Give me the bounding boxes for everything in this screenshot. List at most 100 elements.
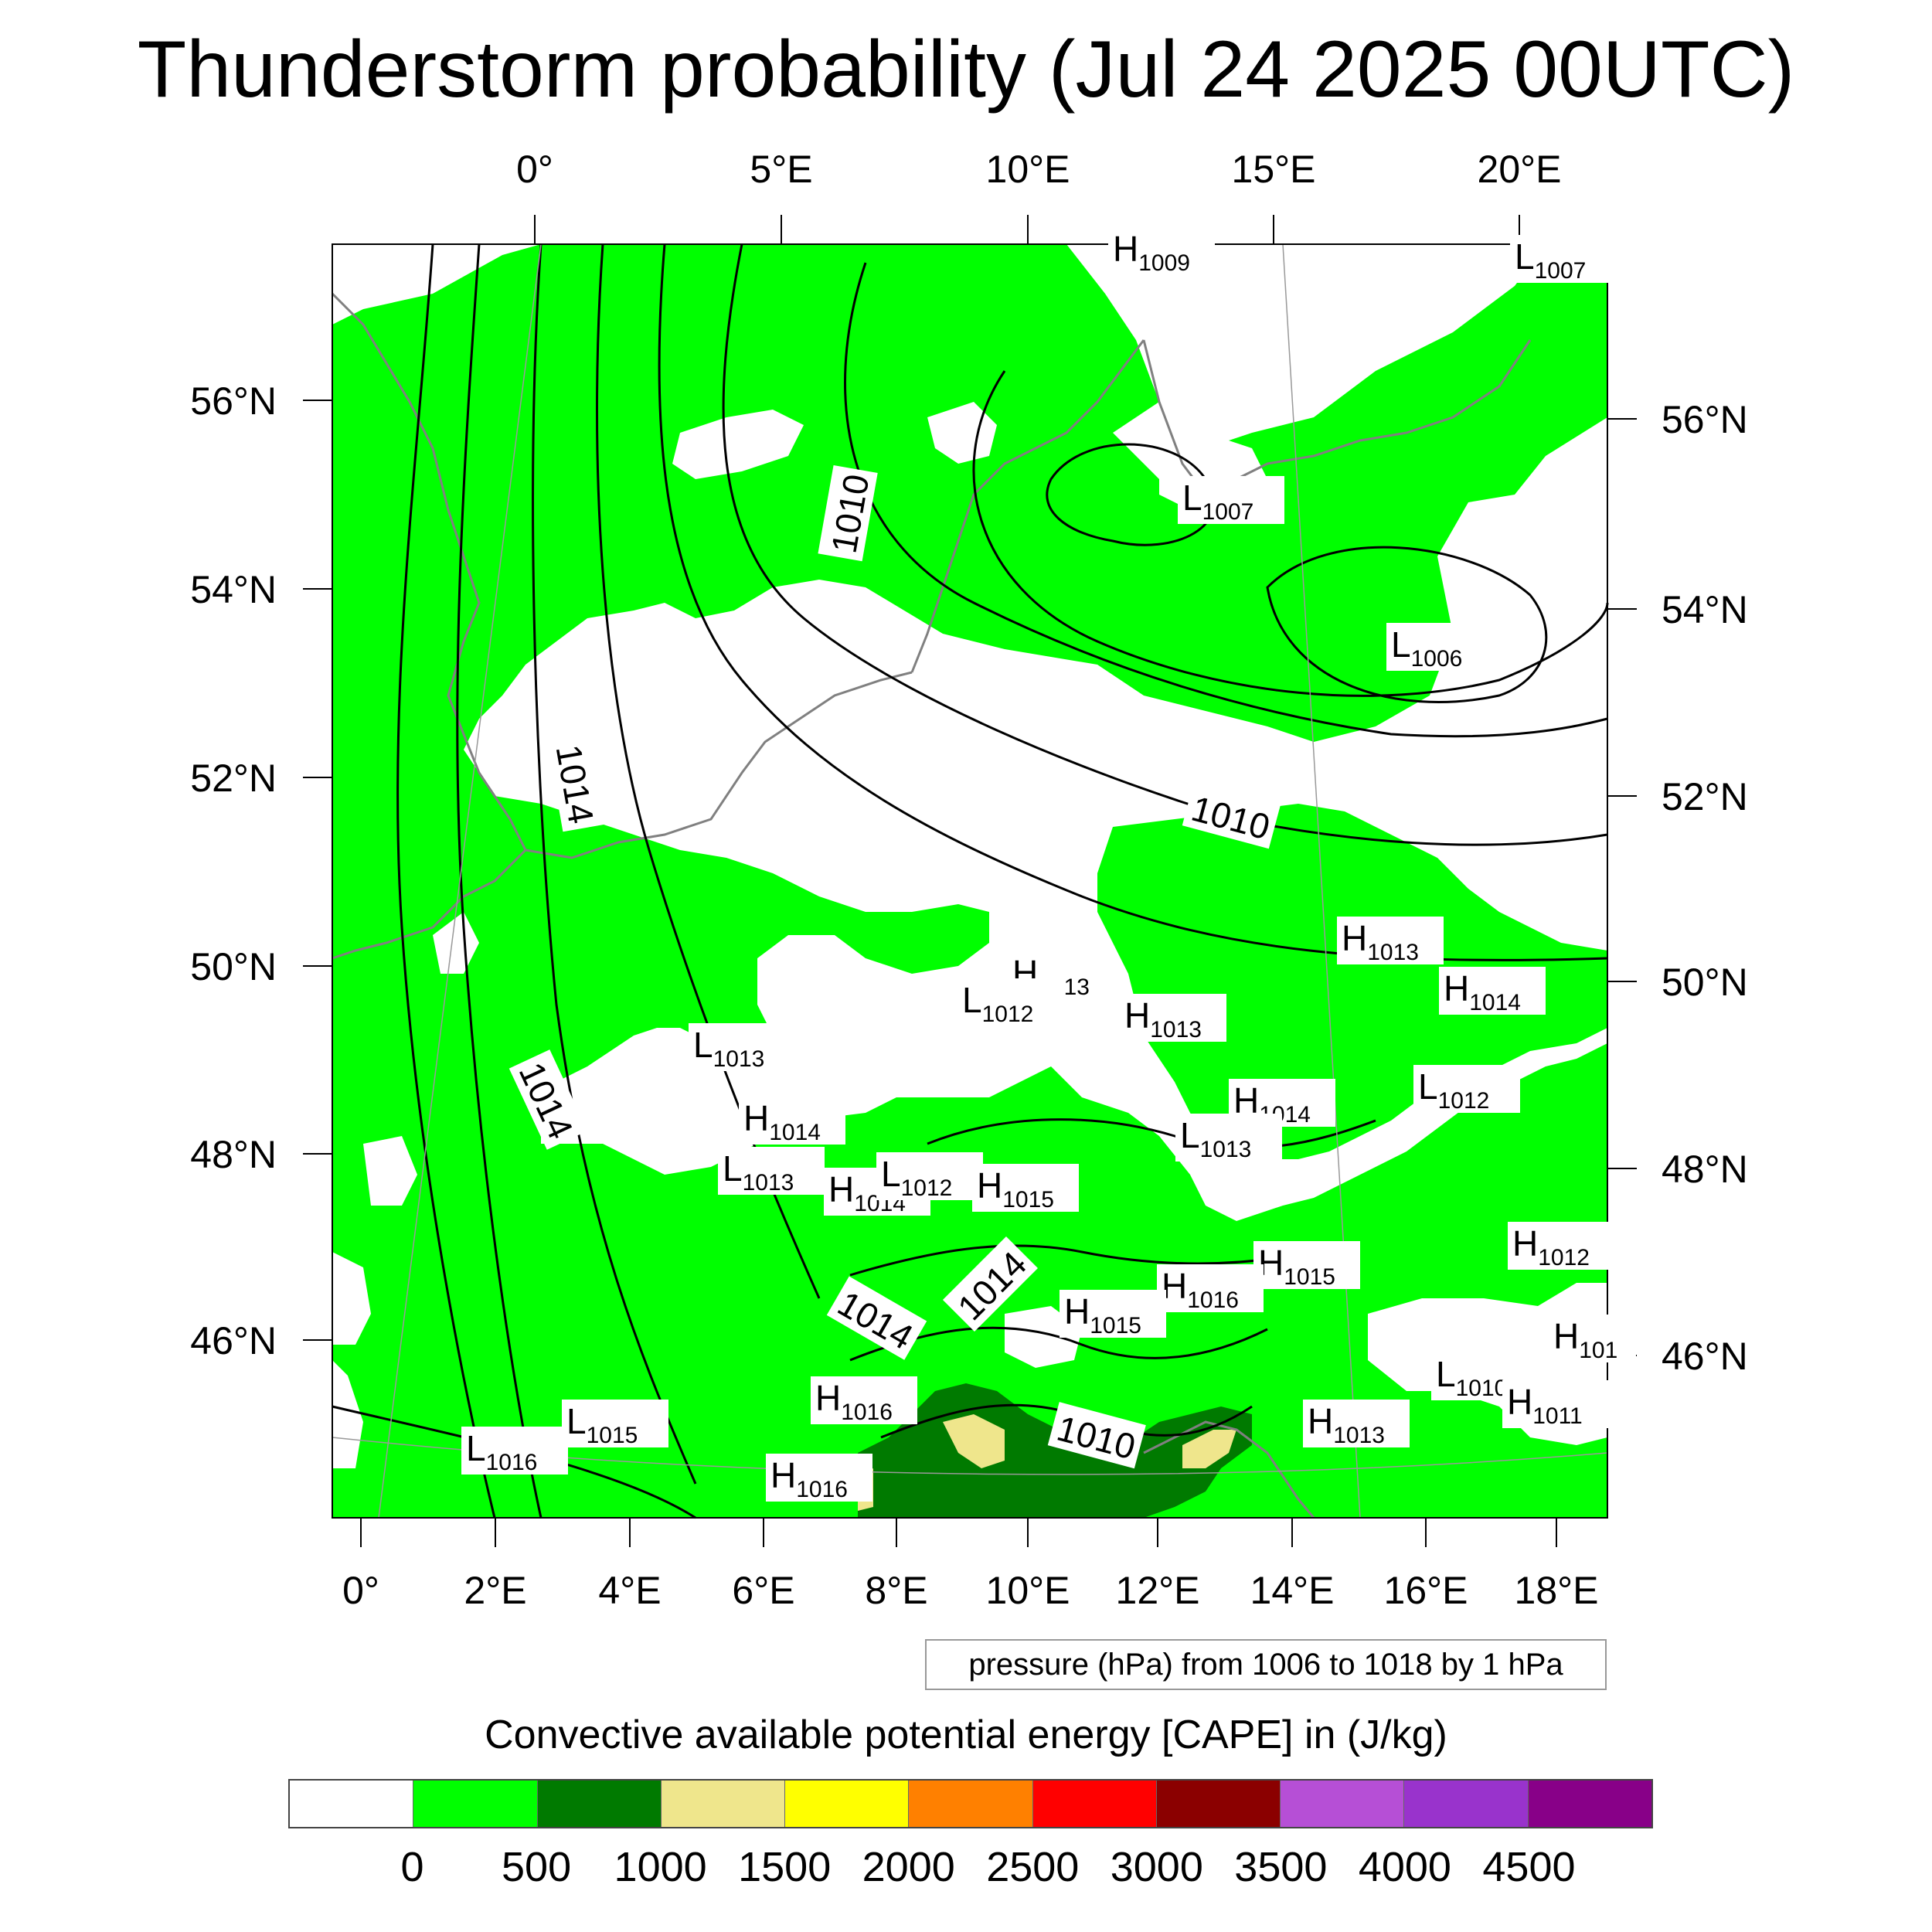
bottom-lon-label: 6°E	[732, 1569, 794, 1612]
pressure-center-value: 1016	[486, 1450, 538, 1475]
pressure-center-value: 1013	[1150, 1017, 1202, 1043]
bottom-lon-label: 12°E	[1116, 1569, 1200, 1612]
colorbar-segment	[785, 1781, 910, 1827]
colorbar-segment	[537, 1781, 662, 1827]
colorbar-segment	[661, 1781, 786, 1827]
colorbar-tick-label: 500	[502, 1844, 572, 1890]
map-panel	[331, 243, 1609, 1519]
bottom-lon-label: 14°E	[1250, 1569, 1335, 1612]
pressure-center-value: 1016	[1187, 1287, 1239, 1313]
pressure-center-value: 1012	[901, 1175, 953, 1201]
pressure-center: L1012	[876, 1152, 983, 1201]
pressure-center: L1012	[1413, 1065, 1520, 1114]
right-lat-label: 46°N	[1662, 1335, 1748, 1378]
colorbar-tick-label: 2500	[986, 1844, 1080, 1890]
pressure-center-value: 1015	[1002, 1187, 1054, 1213]
pressure-center: L1012	[957, 978, 1064, 1027]
colorbar-segment	[1528, 1781, 1651, 1827]
pressure-center: H1009	[1108, 227, 1215, 276]
colorbar-segment	[1281, 1781, 1405, 1827]
bottom-lon-label: 4°E	[598, 1569, 661, 1612]
pressure-center: H1015	[1253, 1241, 1360, 1290]
pressure-center: H1014	[739, 1097, 845, 1145]
pressure-center-value: 1015	[1090, 1313, 1141, 1338]
pressure-center: H1013	[1303, 1400, 1410, 1448]
bottom-lon-label: 2°E	[464, 1569, 526, 1612]
pressure-center-value: 1016	[841, 1400, 893, 1425]
bottom-lon-label: 10°E	[986, 1569, 1070, 1612]
pressure-center: H1011	[1502, 1380, 1609, 1429]
pressure-center-value: 1006	[1411, 646, 1463, 672]
pressure-center-value: 101	[1579, 1338, 1617, 1363]
colorbar-tick-label: 1000	[614, 1844, 707, 1890]
pressure-center-value: 1014	[1469, 990, 1521, 1015]
pressure-center-letter: H1016	[770, 1455, 848, 1502]
right-lat-label: 56°N	[1662, 398, 1748, 441]
pressure-center: L1013	[689, 1023, 795, 1072]
pressure-center-letter: H101	[1553, 1316, 1617, 1363]
pressure-center: L1016	[461, 1427, 568, 1475]
right-lat-labels: 56°N 54°N 52°N 50°N 48°N 46°N	[1662, 398, 1748, 1378]
pressure-center-value: 1013	[1200, 1137, 1252, 1162]
pressure-center-value: 1012	[1538, 1245, 1590, 1270]
pressure-center-value: 1015	[1284, 1264, 1335, 1290]
left-lat-labels: 56°N 54°N 52°N 50°N 48°N 46°N	[190, 379, 277, 1362]
left-lat-label: 50°N	[190, 945, 277, 988]
pressure-center-value: 1009	[1138, 250, 1190, 276]
pressure-center: H1013	[1120, 994, 1226, 1043]
top-lon-label: 20°E	[1478, 148, 1562, 191]
pressure-center: H1015	[972, 1164, 1079, 1213]
colorbar-segment	[1156, 1781, 1281, 1827]
colorbar-segment	[290, 1781, 414, 1827]
pressure-centers: H1009 L1007 L1007 L1006 H1013 H1014 H1013 L1012…	[461, 227, 1636, 1502]
colorbar-segment	[1032, 1781, 1157, 1827]
colorbar-tick-label: 3000	[1110, 1844, 1203, 1890]
axis-ticks	[303, 215, 1637, 1547]
pressure-center: L1007	[1178, 476, 1284, 525]
bottom-lon-label: 8°E	[865, 1569, 927, 1612]
top-lon-label: 0°	[516, 148, 553, 191]
colorbar	[288, 1779, 1653, 1828]
colorbar-segment	[909, 1781, 1033, 1827]
bottom-lon-label: 0°	[342, 1569, 379, 1612]
coastlines	[331, 292, 1532, 1519]
pressure-center-value: 1013	[1333, 1423, 1385, 1448]
colorbar-segment	[1404, 1781, 1529, 1827]
colorbar-tick-label: 0	[400, 1844, 424, 1890]
right-lat-label: 54°N	[1662, 588, 1748, 631]
pressure-center-value: 1014	[769, 1120, 821, 1145]
pressure-center: L1006	[1386, 623, 1493, 672]
pressure-center: L1013	[1175, 1114, 1282, 1162]
pressure-center: L1010	[1431, 1352, 1538, 1401]
pressure-center: H1014	[1439, 967, 1546, 1015]
top-lon-label: 5°E	[750, 148, 812, 191]
pressure-center-value: 1007	[1202, 499, 1254, 525]
pressure-center: H1016	[766, 1454, 872, 1502]
pressure-center-letter: L1015	[566, 1401, 638, 1448]
colorbar-title: Convective available potential energy [C…	[485, 1713, 1447, 1757]
pressure-center-value: 1007	[1535, 258, 1587, 284]
bottom-lon-labels: 0° 2°E 4°E 6°E 8°E 10°E 12°E 14°E 16°E 1…	[342, 1569, 1598, 1612]
colorbar-ticks: 0 500 1000 1500 2000 2500 3000 3500 4000 4500	[0, 1843, 1932, 1897]
pressure-center: H1012	[1508, 1222, 1614, 1270]
pressure-center: H1016	[811, 1376, 917, 1425]
bottom-lon-label: 18°E	[1515, 1569, 1599, 1612]
right-lat-label: 52°N	[1662, 775, 1748, 818]
map-frame	[332, 243, 1608, 1519]
pressure-center: L1007	[1510, 235, 1617, 284]
contour-note: pressure (hPa) from 1006 to 1018 by 1 hP…	[925, 1639, 1607, 1690]
colorbar-tick-label: 4500	[1482, 1844, 1576, 1890]
map-title: Thunderstorm probability (Jul 24 2025 00…	[137, 25, 1795, 114]
left-lat-label: 46°N	[190, 1319, 277, 1362]
pressure-center-value: 1016	[796, 1477, 848, 1502]
colorbar-tick-label: 3500	[1234, 1844, 1328, 1890]
right-lat-label: 48°N	[1662, 1148, 1748, 1191]
colorbar-segment	[413, 1781, 538, 1827]
pressure-center: L1013	[718, 1147, 825, 1196]
colorbar-tick-label: 1500	[738, 1844, 832, 1890]
bottom-lon-label: 16°E	[1384, 1569, 1468, 1612]
pressure-center-value: 1012	[982, 1002, 1034, 1027]
pressure-center-value: 1013	[713, 1046, 765, 1072]
pressure-center-value: 1010	[1456, 1376, 1508, 1401]
